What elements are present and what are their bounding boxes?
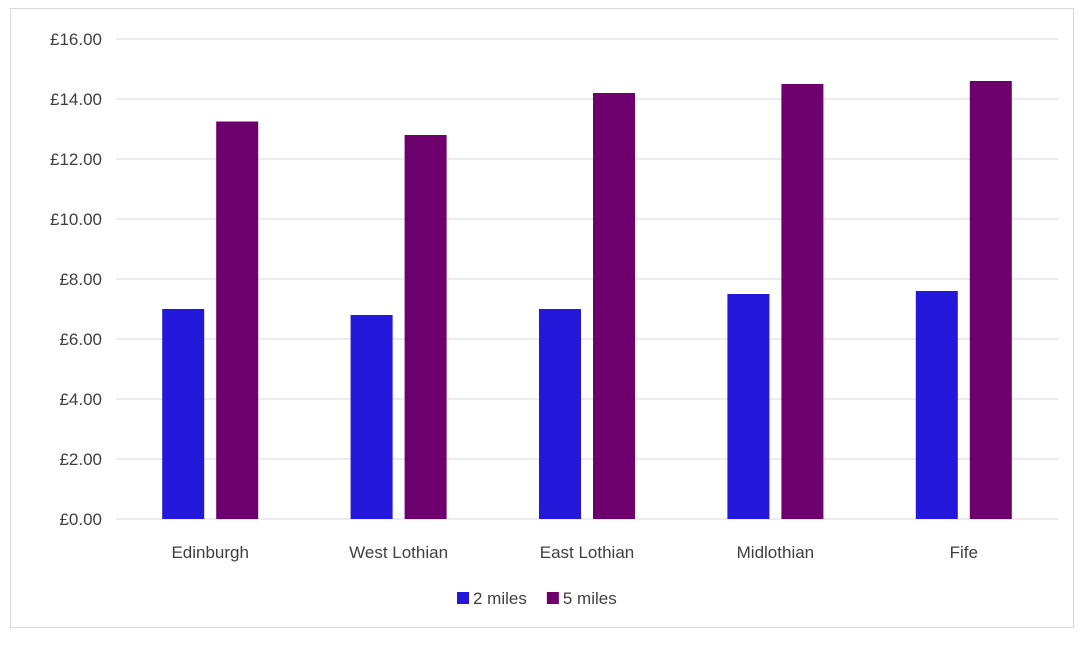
y-tick-label: £4.00 [59, 390, 102, 409]
y-tick-label: £10.00 [50, 210, 102, 229]
x-tick-label: East Lothian [540, 543, 635, 562]
x-tick-label: Fife [950, 543, 978, 562]
bars [162, 81, 1012, 519]
y-tick-label: £16.00 [50, 30, 102, 49]
y-tick-label: £12.00 [50, 150, 102, 169]
y-axis-tick-labels: £0.00 £2.00 £4.00 £6.00 £8.00 £10.00 £12.00 £14… [50, 30, 102, 529]
bar-5-miles-midlothian [781, 84, 824, 519]
y-tick-label: £14.00 [50, 90, 102, 109]
bar-5-miles-edinburgh [216, 121, 259, 519]
bar-2-miles-edinburgh [162, 309, 205, 519]
x-tick-label: Midlothian [737, 543, 815, 562]
y-tick-label: £0.00 [59, 510, 102, 529]
legend-label: 2 miles [473, 589, 527, 608]
y-tick-label: £6.00 [59, 330, 102, 349]
gridlines [116, 38, 1058, 520]
bar-5-miles-fife [969, 81, 1012, 519]
bar-2-miles-fife [915, 291, 958, 519]
legend: 2 miles 5 miles [457, 589, 617, 608]
chart-area: £0.00 £2.00 £4.00 £6.00 £8.00 £10.00 £12.00 £14… [10, 8, 1074, 628]
bar-5-miles-east-lothian [593, 93, 635, 519]
y-tick-label: £8.00 [59, 270, 102, 289]
legend-swatch [457, 592, 469, 604]
x-axis-tick-labels: Edinburgh West Lothian East Lothian Midloth… [171, 543, 978, 562]
bar-chart: £0.00 £2.00 £4.00 £6.00 £8.00 £10.00 £12.00 £14… [50, 30, 1058, 608]
legend-label: 5 miles [563, 589, 617, 608]
bar-5-miles-west-lothian [404, 135, 447, 519]
x-tick-label: West Lothian [349, 543, 448, 562]
bar-2-miles-midlothian [727, 294, 770, 519]
bar-2-miles-west-lothian [350, 315, 393, 519]
bar-2-miles-east-lothian [539, 309, 581, 519]
legend-item: 2 miles [457, 589, 527, 608]
legend-swatch [546, 592, 559, 604]
x-tick-label: Edinburgh [171, 543, 249, 562]
legend-item: 5 miles [546, 589, 617, 608]
y-tick-label: £2.00 [59, 450, 102, 469]
